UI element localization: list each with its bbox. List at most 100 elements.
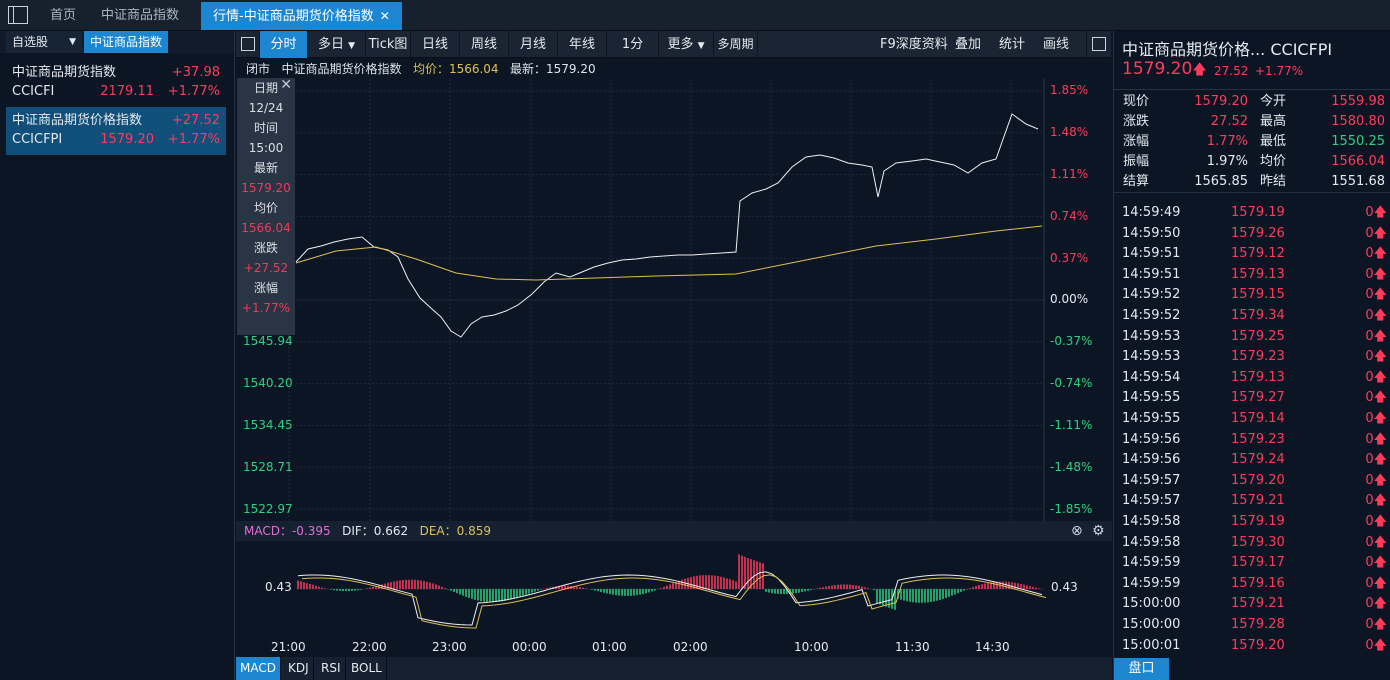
btn-timeshare[interactable]: 分时 [260,31,308,58]
tab-boll[interactable]: BOLL [347,657,387,680]
tab-watchlist-label: 自选股 [12,35,49,49]
tick-price: 1579.13 [1231,369,1285,385]
chevron-down-icon[interactable]: ▼ [69,37,76,47]
tick-volume: 0🡅 [1365,596,1387,612]
y-tick-left: 1545.94 [243,334,293,348]
tick-price: 1579.20 [1231,472,1285,488]
btn-overlay[interactable]: 叠加 [955,37,982,52]
quote-value: 1.77% [1206,134,1248,149]
tab-watchlist[interactable]: 自选股 ▼ [6,31,82,53]
quote-value: 1566.04 [1331,154,1385,169]
item-pct: +1.77% [167,132,220,147]
list-item[interactable]: 中证商品期货指数 +37.98 CCICFI 2179.11 +1.77% [6,59,226,107]
x-tick: 22:00 [352,640,387,654]
btn-day[interactable]: 日线 [411,31,460,58]
btn-month[interactable]: 月线 [509,31,558,58]
panel-toggle-icon[interactable] [1086,31,1112,58]
window-layout-icon[interactable] [8,6,28,24]
tick-volume: 0🡅 [1365,287,1387,303]
average-price-line [295,225,1043,281]
tick-row: 14:59:55 1579.27 0🡅 [1114,388,1390,408]
btn-multiday-label: 多日 [317,37,344,52]
period-toolbar: 分时 多日 ▼ Tick图 日线 周线 月线 年线 1分 更多 ▼ 多周期 F9… [236,31,1112,58]
btn-multi-period[interactable]: 多周期 [714,31,758,58]
gear-icon[interactable]: ⚙ [1092,523,1105,539]
tick-row: 14:59:49 1579.19 0🡅 [1114,203,1390,223]
item-change: +37.98 [171,65,220,80]
tick-volume: 0🡅 [1365,514,1387,529]
tick-time: 14:59:59 [1122,555,1181,571]
tick-time: 14:59:49 [1122,205,1181,220]
tick-row: 14:59:52 1579.34 0🡅 [1114,306,1390,326]
btn-multiday[interactable]: 多日 ▼ [308,31,366,58]
y-tick-right: 0.00% [1050,292,1089,306]
tab-home[interactable]: 首页 [50,8,77,23]
chart-area: 分时 多日 ▼ Tick图 日线 周线 月线 年线 1分 更多 ▼ 多周期 F9… [236,31,1112,680]
tick-time: 14:59:53 [1122,328,1181,344]
dif-value: DIF：0.662 [342,524,409,538]
btn-more-label: 更多 [667,37,694,52]
tick-price: 1579.23 [1231,431,1285,447]
quote-label: 涨跌 [1123,114,1150,129]
tick-price: 1579.16 [1231,575,1285,591]
btn-tick[interactable]: Tick图 [366,31,411,58]
item-name: 中证商品期货价格指数 [12,113,143,128]
tab-rsi[interactable]: RSI [317,657,346,680]
tooltip-last: 1579.20 [241,181,291,195]
sidebar-toggle-icon[interactable] [236,31,260,58]
quote-pct: +1.77% [1255,64,1304,78]
quote-price: 1579.20🡅 [1122,59,1207,83]
tick-price: 1579.17 [1231,555,1285,571]
tooltip-pct: +1.77% [241,301,291,315]
item-price: 2179.11 [100,84,154,99]
tab-macd[interactable]: MACD [236,657,281,680]
tick-time: 14:59:51 [1122,246,1181,262]
btn-1min[interactable]: 1分 [607,31,659,58]
tab-kdj[interactable]: KDJ [284,657,314,680]
tab-commodity-index[interactable]: 中证商品指数 [84,31,169,53]
btn-draw[interactable]: 画线 [1043,37,1070,52]
item-code: CCICFI [12,84,55,99]
tick-volume: 0🡅 [1365,205,1387,220]
tick-time: 15:00:01 [1122,637,1181,653]
x-tick: 10:00 [794,640,829,654]
x-tick: 00:00 [512,640,547,654]
tick-volume: 0🡅 [1365,575,1387,591]
tooltip-date-label: 日期 [253,81,278,95]
tab-pankou[interactable]: 盘口 [1114,658,1169,680]
close-icon[interactable]: ✕ [379,9,390,23]
x-tick: 23:00 [432,640,467,654]
tick-time: 14:59:58 [1122,534,1181,550]
macd-level-left: 0.43 [265,580,292,594]
close-icon[interactable]: ✕ [280,77,292,93]
tick-row: 15:00:00 1579.28 0🡅 [1114,615,1390,635]
quote-value: 1550.25 [1331,134,1385,149]
macd-chart[interactable] [236,541,1112,637]
tick-row: 14:59:57 1579.21 0🡅 [1114,491,1390,511]
tick-volume: 0🡅 [1365,637,1387,653]
tick-volume: 0🡅 [1365,493,1387,509]
btn-year[interactable]: 年线 [558,31,607,58]
tick-time: 14:59:52 [1122,308,1181,323]
list-item-selected[interactable]: 中证商品期货价格指数 +27.52 CCICFPI 1579.20 +1.77% [6,107,226,155]
quote-table: 现价 1579.20 今开 1559.98 涨跌 27.52 最高 1580.80 涨幅 1.77… [1114,89,1390,193]
tick-price: 1579.26 [1231,225,1285,241]
tick-row: 14:59:51 1579.13 0🡅 [1114,265,1390,285]
tab-index[interactable]: 中证商品指数 [101,8,180,23]
item-change: +27.52 [171,113,220,128]
tick-time: 14:59:54 [1122,369,1181,385]
btn-week[interactable]: 周线 [460,31,509,58]
btn-more[interactable]: 更多 ▼ [659,31,714,58]
intraday-chart[interactable] [236,79,1112,521]
tick-time: 14:59:52 [1122,287,1181,303]
tick-row: 15:00:00 1579.21 0🡅 [1114,594,1390,614]
item-price: 1579.20 [100,132,154,147]
close-circle-icon[interactable]: ⊗ [1071,523,1083,539]
btn-stats[interactable]: 统计 [999,37,1026,52]
tick-volume: 0🡅 [1365,225,1387,241]
btn-f9[interactable]: F9深度资料 [880,37,948,52]
tab-quote-active[interactable]: 行情-中证商品期货价格指数 ✕ [201,2,402,30]
tick-time: 14:59:55 [1122,390,1181,406]
quote-label: 今开 [1260,94,1287,109]
tick-time: 14:59:53 [1122,349,1181,365]
